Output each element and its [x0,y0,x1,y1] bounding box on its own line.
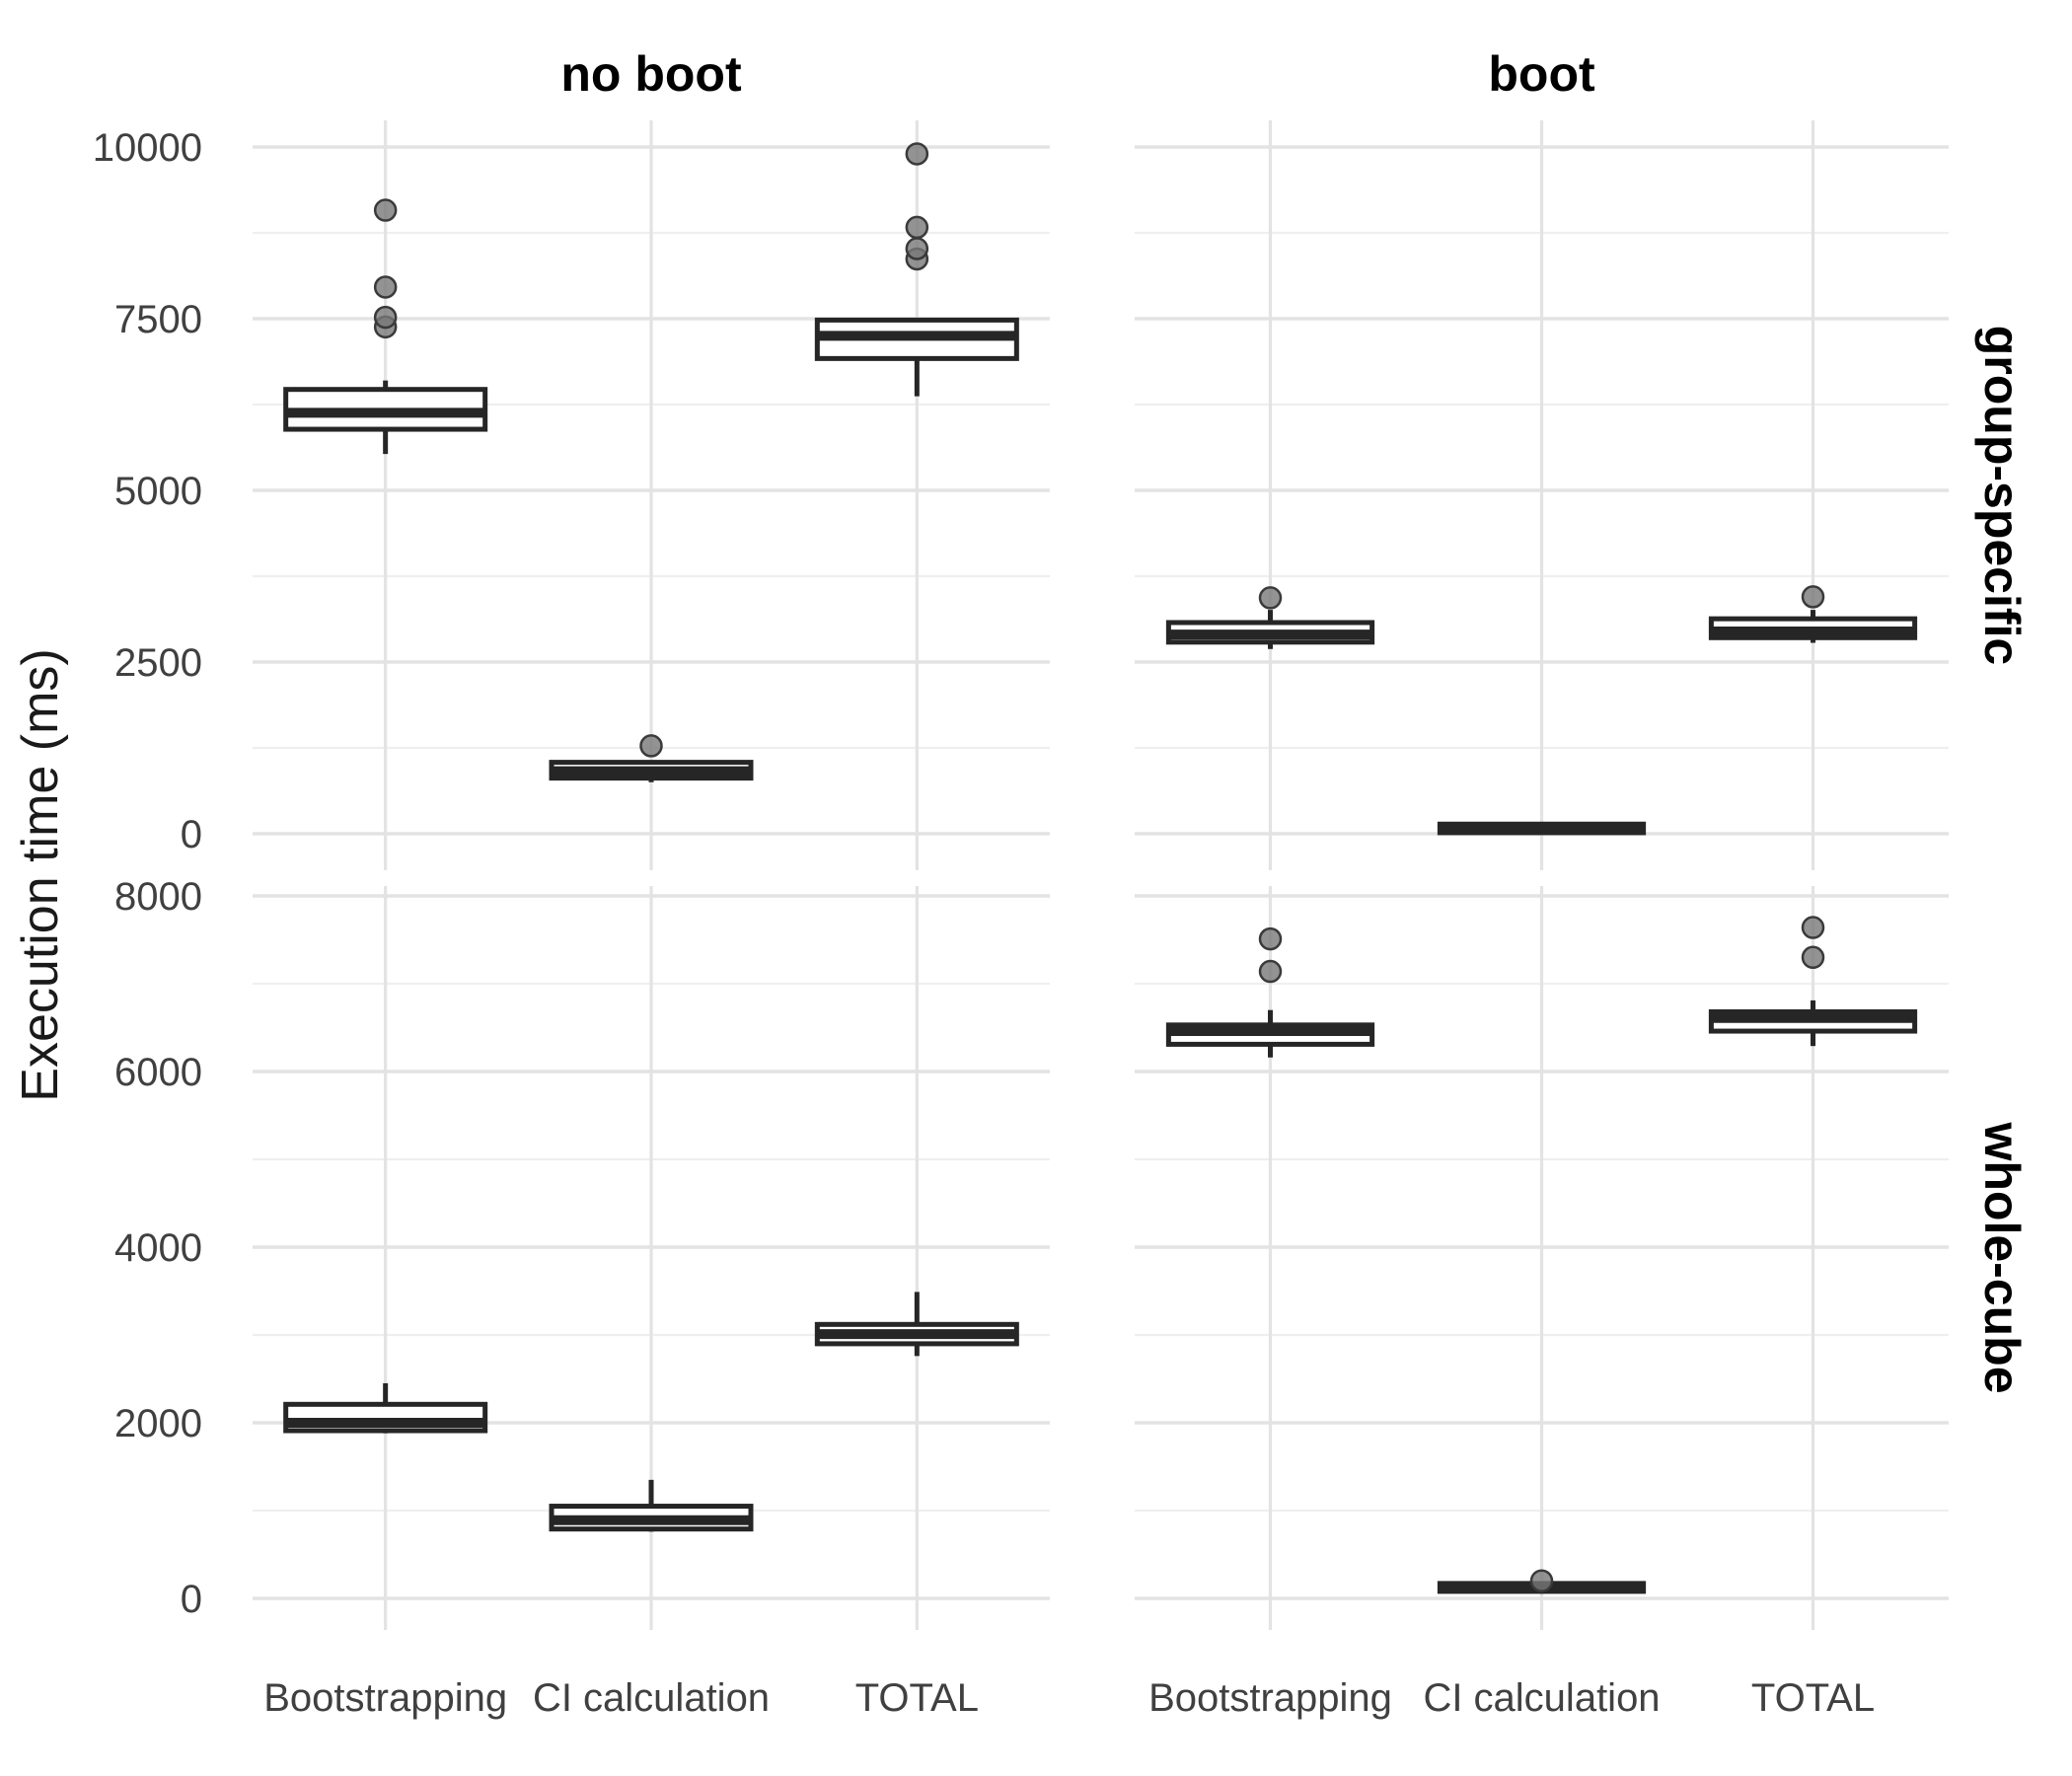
y-tick-label: 5000 [114,470,202,513]
outlier-point [1801,585,1825,609]
y-tick-label: 2500 [114,641,202,685]
x-tick-label: Bootstrapping [263,1676,507,1720]
x-tick-label: Bootstrapping [1148,1676,1392,1720]
x-tick-label: TOTAL [855,1676,979,1720]
outlier-point [1529,1569,1554,1592]
outlier-point [905,215,929,240]
outlier-point [373,198,398,222]
outlier-point [373,275,398,299]
outlier-point [1801,945,1825,970]
row-strip-label: group-specific [1974,326,2030,665]
outlier-point [373,305,398,330]
y-tick-label: 2000 [114,1402,202,1445]
y-tick-label: 6000 [114,1051,202,1094]
outlier-point [1258,959,1283,984]
outlier-point [1258,586,1283,610]
y-tick-label: 0 [181,813,202,856]
y-tick-label: 8000 [114,875,202,919]
y-tick-label: 4000 [114,1226,202,1270]
outlier-point [639,734,663,758]
outlier-point [905,237,929,260]
x-tick-label: CI calculation [1423,1676,1660,1720]
outlier-point [905,142,929,166]
y-tick-label: 7500 [114,298,202,341]
x-tick-label: CI calculation [533,1676,770,1720]
x-tick-label: TOTAL [1751,1676,1875,1720]
y-tick-label: 10000 [93,126,202,170]
column-strip-label: no boot [560,46,742,102]
row-strip-label: whole-cube [1974,1121,2030,1393]
outlier-point [1258,926,1283,951]
column-strip-label: boot [1488,46,1595,102]
y-axis-title: Execution time (ms) [12,648,69,1101]
y-tick-label: 0 [181,1578,202,1621]
outlier-point [1801,916,1825,939]
